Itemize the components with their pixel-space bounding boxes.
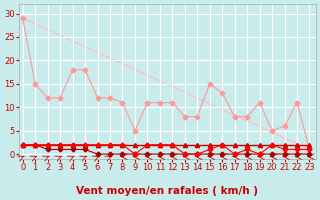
X-axis label: Vent moyen/en rafales ( km/h ): Vent moyen/en rafales ( km/h ) bbox=[76, 186, 258, 196]
